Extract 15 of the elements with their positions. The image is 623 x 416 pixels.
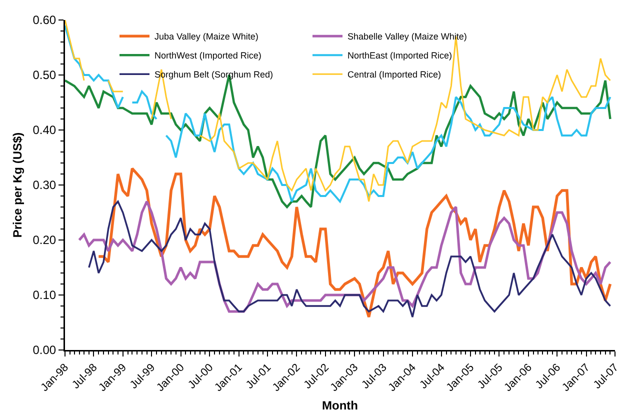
y-tick-label: 0.10 xyxy=(32,288,56,302)
y-tick-label: 0.20 xyxy=(32,233,56,248)
legend-label: Juba Valley (Maize White) xyxy=(154,32,258,42)
y-tick-label: 0.40 xyxy=(32,123,56,138)
y-axis-title: Price per Kg (US$) xyxy=(10,132,24,238)
legend-label: Shabelle Valley (Maize White) xyxy=(348,32,467,42)
legend-label: NorthEast (Imported Rice) xyxy=(348,50,452,61)
y-tick-label: 0.00 xyxy=(32,343,56,358)
y-tick-label: 0.30 xyxy=(32,178,56,192)
line-series xyxy=(97,167,612,318)
legend-label: Central (Imported Rice) xyxy=(348,70,442,80)
y-tick-label: 0.60 xyxy=(32,13,56,28)
legend-label: NorthWest (Imported Rice) xyxy=(154,50,262,61)
x-axis-title: Month xyxy=(322,398,358,413)
y-tick-label: 0.50 xyxy=(32,68,56,82)
